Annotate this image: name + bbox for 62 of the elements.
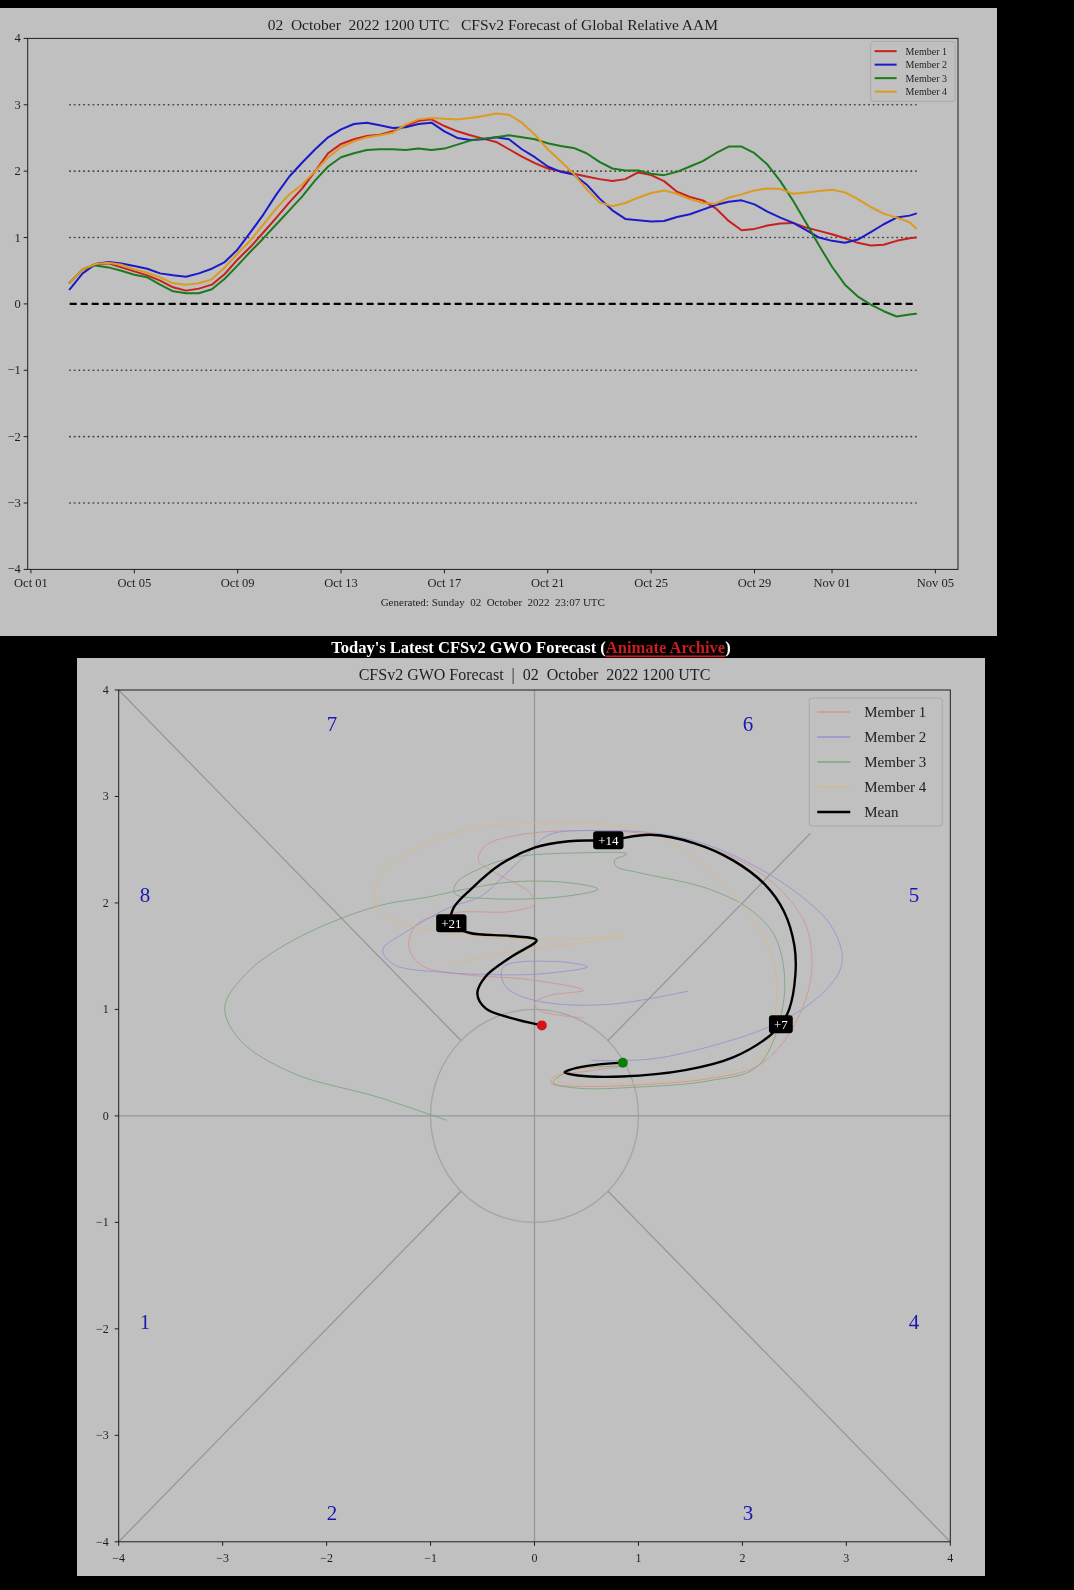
x-tick-label: Oct 29 [737,576,772,591]
chart-title: Today's Latest CFSv2 GWO Forecast (Animate Archive) [331,637,731,656]
annotation: 5 [908,883,920,907]
legend-label: Member 3 [905,72,948,84]
y-tick-label: 3 [102,789,109,804]
y-tick-label: −3 [95,1428,109,1443]
annotation: 1 [139,1310,151,1334]
y-tick-label: −4 [95,1534,109,1549]
y-tick-label: 3 [14,97,21,112]
line-series [224,851,786,1121]
y-tick-label: 4 [102,683,109,697]
x-tick-label: 3 [843,1551,850,1566]
y-tick-label: 0 [14,296,21,311]
y-tick-label: −3 [7,496,21,511]
x-tick-label: Nov 01 [813,576,851,591]
x-tick-label: Oct 13 [324,576,358,591]
x-tick-label: Oct 05 [117,576,152,591]
y-tick-label: −1 [95,1215,109,1230]
legend-label: Member 1 [864,704,927,720]
point [617,1057,628,1068]
y-tick-label: −4 [7,562,22,577]
y-tick-label: −2 [95,1321,109,1336]
point [536,1020,547,1031]
annotation: +7 [773,1016,789,1032]
legend-label: Member 2 [905,59,948,71]
y-tick-label: 4 [14,31,22,46]
x-tick-label: Oct 17 [427,576,462,591]
x-tick-label: Oct 09 [220,576,255,591]
y-tick-label: 0 [102,1108,109,1123]
annotation: 8 [139,883,151,907]
x-tick-label: 1 [635,1551,642,1566]
y-tick-label: 1 [102,1002,109,1017]
x-tick-label: 2 [739,1551,746,1566]
x-tick-label: −1 [424,1551,437,1566]
annotation: 2 [326,1501,338,1525]
y-tick-label: 1 [14,230,21,245]
legend-label: Member 4 [905,86,948,98]
legend-label: Mean [864,804,899,820]
chart-subtitle: CFSv2 GWO Forecast | 02 October 2022 1200 UTC [358,666,711,684]
legend-label: Member 2 [864,729,927,745]
y-tick-label: 2 [14,164,21,179]
x-tick-label: 4 [947,1551,954,1566]
annotation: 7 [326,712,338,736]
x-tick-label: Oct 21 [530,576,565,591]
x-tick-label: Oct 01 [14,576,48,591]
legend-label: Member 3 [864,754,927,770]
legend-label: Member 4 [864,779,927,795]
text: Generated: Sunday 02 October 2022 23:07 UTC [380,596,605,608]
x-tick-label: −2 [320,1551,333,1566]
legend-label: Member 1 [905,45,948,57]
annotation: 3 [742,1501,754,1525]
chart-title: 02 October 2022 1200 UTC CFSv2 Forecast of Global Relative AAM [267,15,719,33]
x-tick-label: −3 [216,1551,230,1566]
y-tick-label: −2 [7,429,21,444]
y-tick-label: 2 [102,895,109,910]
y-tick-label: −1 [7,363,21,378]
annotation: 6 [742,712,754,736]
x-tick-label: −4 [112,1551,126,1566]
annotation: 4 [908,1310,920,1334]
x-tick-label: 0 [531,1551,538,1566]
x-tick-label: Nov 05 [916,576,954,591]
x-tick-label: Oct 25 [634,576,668,591]
